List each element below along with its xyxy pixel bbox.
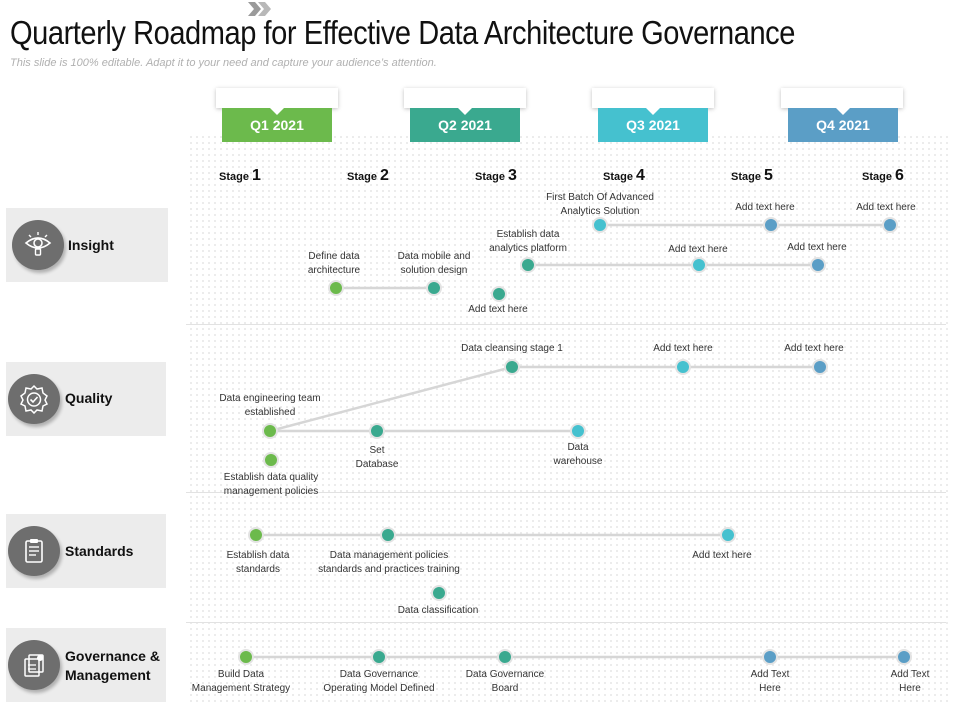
milestone-label: Add text here — [468, 304, 528, 315]
stage-number: 6 — [895, 167, 904, 184]
category-governance: Governance & Management — [6, 628, 166, 702]
milestone-label: Data mobile and solution design — [397, 251, 471, 276]
milestone-dot — [810, 257, 826, 273]
milestone-dot — [763, 217, 779, 233]
milestone-dot — [691, 257, 707, 273]
milestone-label: Build Data Management Strategy — [191, 669, 291, 694]
quarter-card — [781, 88, 903, 108]
page-subtitle: This slide is 100% editable. Adapt it to… — [10, 57, 437, 69]
stage-word: Stage — [731, 171, 761, 183]
milestone-dot — [263, 452, 279, 468]
milestone-label: Establish data standards — [226, 550, 290, 575]
stage-2: Stage 2 — [347, 167, 389, 185]
stage-number: 2 — [380, 167, 389, 184]
milestone-dot — [328, 280, 344, 296]
milestone-dot — [248, 527, 264, 543]
milestone-label: Add text here — [735, 202, 795, 213]
header-chevrons — [248, 2, 271, 16]
milestone-dot — [812, 359, 828, 375]
milestone-dot — [238, 649, 254, 665]
milestone-dot — [431, 585, 447, 601]
stage-number: 4 — [636, 167, 645, 184]
milestone-label: Data management policies standards and p… — [318, 550, 460, 575]
milestone-dot — [762, 649, 778, 665]
stage-word: Stage — [347, 171, 377, 183]
milestone-label: Data Governance Operating Model Defined — [323, 669, 435, 694]
stage-1: Stage 1 — [219, 167, 261, 185]
milestone-dot — [675, 359, 691, 375]
stage-number: 5 — [764, 167, 773, 184]
milestone-label: Data engineering team established — [219, 393, 321, 418]
quarter-card — [216, 88, 338, 108]
category-insight: Insight — [6, 208, 168, 282]
milestone-label: Add text here — [787, 242, 847, 253]
row-divider — [186, 622, 946, 623]
milestone-label: Add text here — [692, 550, 752, 561]
quality-badge-icon — [8, 374, 60, 424]
category-quality: Quality — [6, 362, 166, 436]
milestone-dot — [504, 359, 520, 375]
milestone-label: Add text here — [784, 343, 844, 354]
stage-word: Stage — [219, 171, 249, 183]
milestone-dot — [262, 423, 278, 439]
milestone-label: First Batch Of Advanced Analytics Soluti… — [546, 192, 654, 217]
stage-3: Stage 3 — [475, 167, 517, 185]
milestone-dot — [426, 280, 442, 296]
milestone-dot — [592, 217, 608, 233]
milestone-dot — [491, 286, 507, 302]
milestone-dot — [371, 649, 387, 665]
quarter-notch — [836, 108, 850, 115]
milestone-dot — [896, 649, 912, 665]
milestone-label: Add text here — [653, 343, 713, 354]
stage-number: 1 — [252, 167, 261, 184]
milestone-label: Data warehouse — [553, 442, 603, 467]
milestone-label: Establish data analytics platform — [489, 229, 567, 254]
stage-6: Stage 6 — [862, 167, 904, 185]
milestone-label: Add Text Here — [890, 669, 930, 694]
milestone-label: Add text here — [856, 202, 916, 213]
milestone-label: Data Governance Board — [465, 669, 545, 694]
governance-icon — [8, 640, 60, 690]
stage-word: Stage — [603, 171, 633, 183]
page-title: Quarterly Roadmap for Effective Data Arc… — [10, 14, 795, 51]
quarter-notch — [646, 108, 660, 115]
category-label: Governance & Management — [65, 648, 160, 683]
connector-line — [269, 365, 513, 433]
milestone-label: Define data architecture — [307, 251, 361, 276]
quarter-notch — [458, 108, 472, 115]
milestone-label: Establish data quality management polici… — [223, 472, 319, 497]
row-divider — [186, 324, 946, 325]
milestone-label: Data cleansing stage 1 — [461, 343, 563, 354]
category-standards: Standards — [6, 514, 166, 588]
milestone-label: Set Database — [355, 445, 399, 470]
milestone-dot — [497, 649, 513, 665]
milestone-label: Add Text Here — [750, 669, 790, 694]
row-divider — [186, 492, 946, 493]
quarter-card — [592, 88, 714, 108]
stage-4: Stage 4 — [603, 167, 645, 185]
category-label: Standards — [65, 543, 134, 559]
category-label: Insight — [68, 237, 114, 253]
clipboard-icon — [8, 526, 60, 576]
eye-bulb-icon — [12, 220, 64, 270]
stage-word: Stage — [475, 171, 505, 183]
quarter-notch — [270, 108, 284, 115]
milestone-label: Data classification — [397, 605, 479, 616]
milestone-dot — [570, 423, 586, 439]
milestone-dot — [369, 423, 385, 439]
milestone-dot — [380, 527, 396, 543]
milestone-dot — [520, 257, 536, 273]
milestone-dot — [720, 527, 736, 543]
quarter-card — [404, 88, 526, 108]
milestone-label: Add text here — [668, 244, 728, 255]
stage-word: Stage — [862, 171, 892, 183]
stage-number: 3 — [508, 167, 517, 184]
stage-5: Stage 5 — [731, 167, 773, 185]
category-label: Quality — [65, 390, 113, 406]
milestone-dot — [882, 217, 898, 233]
